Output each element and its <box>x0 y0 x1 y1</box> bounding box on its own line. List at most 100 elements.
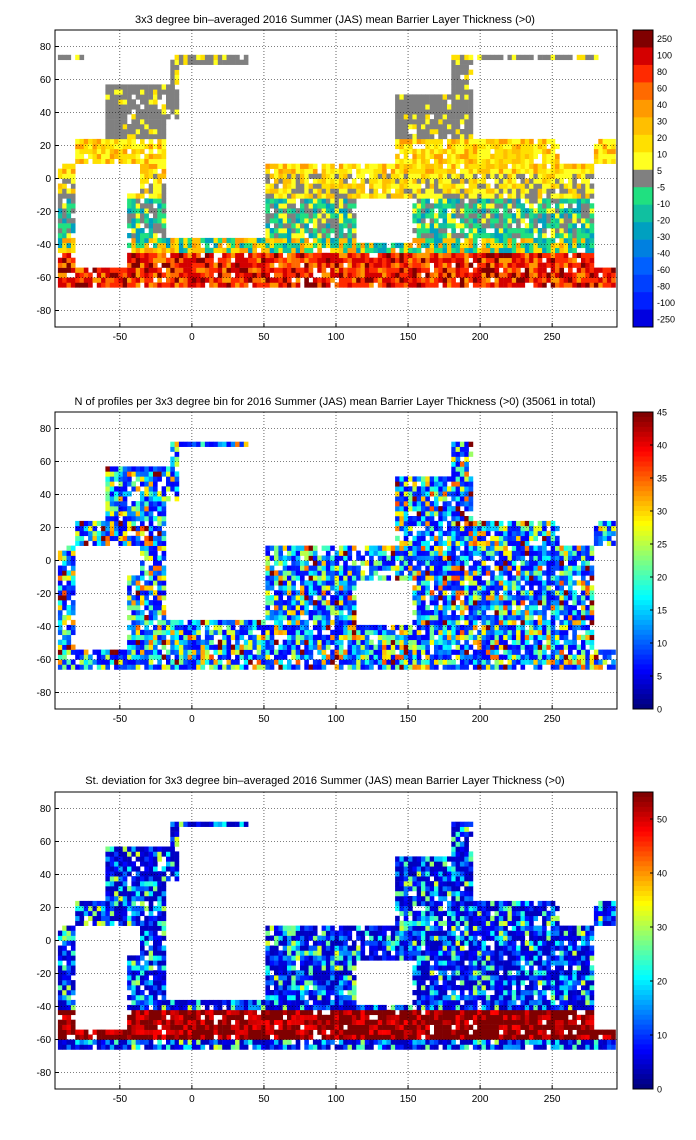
heatmap-cell <box>403 168 409 174</box>
heatmap-cell <box>533 659 539 665</box>
heatmap-cell <box>593 148 599 155</box>
heatmap-cell <box>174 69 180 75</box>
heatmap-cell <box>403 104 409 110</box>
heatmap-cell <box>485 262 491 268</box>
heatmap-cell <box>321 277 327 283</box>
heatmap-cell <box>338 247 344 254</box>
heatmap-cell <box>434 178 439 184</box>
heatmap-cell <box>511 262 517 268</box>
heatmap-cell <box>507 664 513 670</box>
heatmap-cell <box>468 272 474 278</box>
heatmap-cell <box>412 153 418 160</box>
heatmap-cell <box>516 624 521 631</box>
heatmap-cell <box>325 615 331 621</box>
heatmap-cell <box>317 555 322 561</box>
heatmap-cell <box>338 565 344 571</box>
heatmap-cell <box>576 644 582 650</box>
heatmap-cell <box>451 228 456 234</box>
heatmap-cell <box>118 89 124 95</box>
heatmap-cell <box>161 565 167 571</box>
heatmap-cell <box>503 203 508 209</box>
heatmap-cell <box>559 262 565 268</box>
heatmap-cell <box>494 282 500 288</box>
heatmap-cell <box>304 277 309 283</box>
heatmap-cell <box>529 272 534 278</box>
heatmap-cell <box>399 163 405 169</box>
heatmap-cell <box>66 605 72 611</box>
heatmap-cell <box>550 138 556 145</box>
heatmap-cell <box>468 168 474 174</box>
heatmap-cell <box>589 555 595 561</box>
heatmap-cell <box>451 267 456 273</box>
heatmap-cell <box>347 247 353 254</box>
heatmap-cell <box>317 659 322 665</box>
heatmap-cell <box>187 267 193 273</box>
heatmap-cell <box>559 213 565 219</box>
heatmap-cell <box>455 163 461 169</box>
heatmap-cell <box>585 267 590 273</box>
heatmap-cell <box>57 282 63 288</box>
heatmap-cell <box>563 664 569 670</box>
heatmap-cell <box>438 659 443 665</box>
heatmap-cell <box>485 143 491 150</box>
heatmap-cell <box>144 94 149 100</box>
heatmap-cell <box>382 277 387 283</box>
heatmap-cell <box>166 104 171 110</box>
heatmap-cell <box>122 124 128 130</box>
heatmap-cell <box>187 649 193 655</box>
heatmap-cell <box>304 560 309 566</box>
heatmap-cell <box>425 223 430 229</box>
heatmap-cell <box>438 143 443 150</box>
heatmap-cell <box>403 119 409 125</box>
heatmap-cell <box>161 133 167 140</box>
heatmap-cell <box>166 89 171 95</box>
heatmap-cell <box>416 595 422 601</box>
heatmap-cell <box>170 252 175 259</box>
heatmap-cell <box>140 237 145 244</box>
heatmap-cell <box>204 619 210 626</box>
heatmap-cell <box>248 654 253 660</box>
heatmap-cell <box>157 664 162 670</box>
heatmap-cell <box>105 664 111 670</box>
heatmap-cell <box>507 54 513 61</box>
heatmap-cell <box>325 257 331 263</box>
heatmap-cell <box>399 282 405 288</box>
heatmap-cell <box>438 168 443 174</box>
heatmap-cell <box>317 585 322 591</box>
heatmap-cell <box>248 257 253 263</box>
heatmap-cell <box>295 629 301 636</box>
heatmap-cell <box>96 654 102 660</box>
heatmap-cell <box>308 629 314 636</box>
heatmap-cell <box>425 560 430 566</box>
heatmap-cell <box>589 629 595 636</box>
heatmap-cell <box>494 560 500 566</box>
heatmap-cell <box>300 575 305 581</box>
heatmap-cell <box>204 237 210 244</box>
heatmap-cell <box>382 629 387 636</box>
heatmap-cell <box>226 649 232 655</box>
heatmap-cell <box>386 664 392 670</box>
heatmap-cell <box>109 99 115 105</box>
heatmap-cell <box>490 664 495 670</box>
heatmap-cell <box>187 272 193 278</box>
heatmap-cell <box>213 624 219 631</box>
heatmap-cell <box>421 267 426 273</box>
heatmap-cell <box>66 218 72 224</box>
heatmap-cell <box>464 277 469 283</box>
heatmap-cell <box>101 649 106 655</box>
heatmap-cell <box>403 262 409 268</box>
heatmap-cell <box>542 198 547 204</box>
heatmap-cell <box>196 59 201 65</box>
heatmap-cell <box>585 223 590 229</box>
heatmap-cell <box>589 600 595 606</box>
heatmap-cell <box>226 282 232 288</box>
heatmap-cell <box>377 624 383 631</box>
heatmap-cell <box>196 252 201 259</box>
heatmap-cell <box>546 213 552 219</box>
heatmap-cell <box>451 133 456 140</box>
heatmap-cell <box>131 242 137 249</box>
heatmap-cell <box>248 619 253 626</box>
heatmap-cell <box>204 629 210 636</box>
heatmap-cell <box>511 242 517 249</box>
heatmap-cell <box>555 213 560 219</box>
